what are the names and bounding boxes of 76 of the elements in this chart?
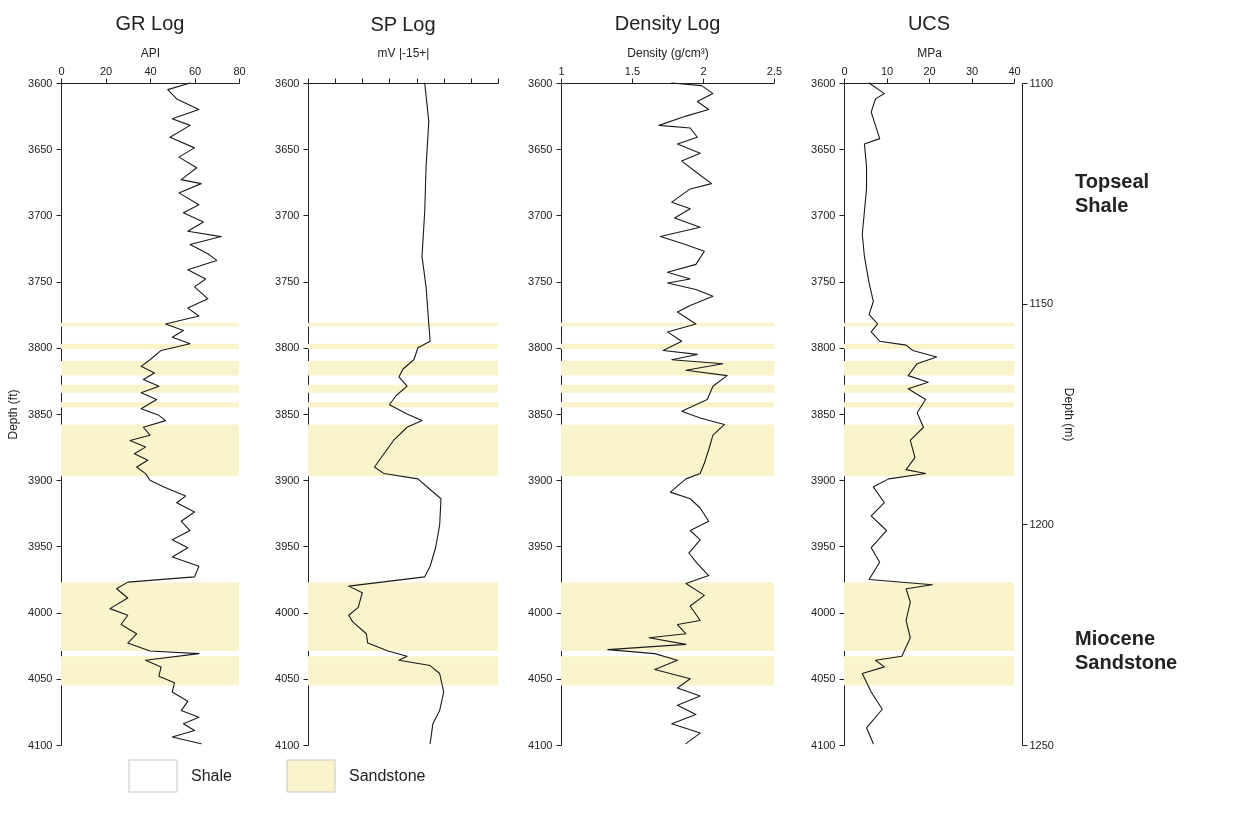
y-tick-label: 3600 bbox=[28, 76, 53, 89]
y-tick-label: 4000 bbox=[528, 606, 553, 619]
y-tick-label: 3950 bbox=[28, 539, 53, 552]
x-axis-title: Density (g/cm³) bbox=[627, 45, 709, 60]
x-axis-title: mV |-15+| bbox=[377, 46, 430, 60]
y-tick-label: 3850 bbox=[275, 407, 300, 420]
x-tick-label: 0 bbox=[841, 64, 848, 77]
y2-axis-title: Depth (m) bbox=[1061, 387, 1076, 442]
y-tick-label: 4100 bbox=[811, 738, 836, 751]
chart-title: GR Log bbox=[115, 12, 185, 34]
y-tick-label: 4100 bbox=[275, 738, 300, 751]
y-tick-label: 3950 bbox=[528, 539, 553, 552]
y-tick-label: 3900 bbox=[28, 473, 53, 486]
y-tick-label: 4000 bbox=[28, 606, 53, 619]
x-tick-label: 80 bbox=[233, 64, 246, 77]
y-tick-label: 3800 bbox=[528, 341, 553, 354]
x-tick-label: 2 bbox=[700, 64, 707, 77]
y-axis-title: Depth (ft) bbox=[6, 389, 21, 440]
y-tick-label: 4050 bbox=[275, 672, 300, 685]
y-tick-label: 3850 bbox=[28, 407, 53, 420]
y-tick-label: 3750 bbox=[28, 275, 53, 288]
x-tick-label: 2.5 bbox=[766, 64, 783, 77]
text: Miocene Sandstone bbox=[1075, 627, 1178, 674]
y-tick-label: 3750 bbox=[811, 275, 836, 288]
y-tick-label: 3600 bbox=[275, 76, 300, 89]
x-tick-label: 30 bbox=[965, 64, 979, 77]
y-tick-label: 3600 bbox=[811, 76, 836, 89]
y-tick-label: 4000 bbox=[275, 606, 300, 619]
x-tick-label: 20 bbox=[99, 64, 113, 77]
category-label: Shale bbox=[191, 767, 233, 784]
y2-tick-label: 1200 bbox=[1029, 517, 1054, 530]
chart-title: SP Log bbox=[370, 12, 436, 35]
y-tick-label: 3700 bbox=[811, 208, 836, 221]
y-tick-label: 3950 bbox=[275, 539, 300, 552]
y-tick-label: 4050 bbox=[28, 672, 53, 685]
x-tick-label: 1 bbox=[558, 64, 565, 77]
y-tick-label: 4050 bbox=[528, 672, 553, 685]
y-tick-label: 3800 bbox=[811, 341, 836, 354]
y-tick-label: 3650 bbox=[528, 142, 553, 155]
x-tick-label: 0 bbox=[58, 64, 65, 77]
y-tick-label: 3650 bbox=[28, 142, 53, 155]
y-tick-label: 3600 bbox=[528, 76, 553, 89]
y-tick-label: 3900 bbox=[275, 473, 300, 486]
y2-tick-label: 1100 bbox=[1029, 76, 1054, 89]
y-tick-label: 3750 bbox=[528, 275, 553, 288]
x-tick-label: 40 bbox=[1008, 64, 1021, 77]
y-tick-label: 3800 bbox=[28, 341, 53, 354]
y-tick-label: 3900 bbox=[811, 473, 836, 486]
x-tick-label: 10 bbox=[880, 64, 894, 77]
x-tick-label: 40 bbox=[144, 64, 157, 77]
y-tick-label: 3800 bbox=[275, 341, 300, 354]
x-tick-label: 60 bbox=[188, 64, 202, 77]
y-tick-label: 3750 bbox=[275, 275, 300, 288]
text: Topseal Shale bbox=[1075, 170, 1150, 217]
y-tick-label: 3850 bbox=[811, 407, 836, 420]
y-tick-label: 3950 bbox=[811, 539, 836, 552]
y2-tick-label: 1150 bbox=[1029, 297, 1054, 310]
y-tick-label: 3900 bbox=[528, 473, 553, 486]
y-tick-label: 3700 bbox=[528, 208, 553, 221]
category-label: Sandstone bbox=[349, 767, 426, 784]
y-tick-label: 3650 bbox=[275, 142, 300, 155]
y-tick-label: 3700 bbox=[275, 208, 300, 221]
y-tick-label: 4000 bbox=[811, 606, 836, 619]
x-axis-title: MPa bbox=[917, 45, 943, 60]
y2-tick-label: 1250 bbox=[1029, 738, 1054, 751]
x-tick-label: 20 bbox=[923, 64, 936, 77]
y-tick-label: 4100 bbox=[28, 738, 53, 751]
y-tick-label: 4050 bbox=[811, 672, 836, 685]
y-tick-label: 3850 bbox=[528, 407, 553, 420]
chart-title: UCS bbox=[907, 12, 951, 34]
y-tick-label: 4100 bbox=[528, 738, 553, 751]
y-tick-label: 3650 bbox=[811, 142, 836, 155]
x-tick-label: 1.5 bbox=[624, 64, 641, 77]
x-axis-title: API bbox=[140, 45, 161, 60]
chart-title: Density Log bbox=[614, 12, 721, 34]
y-tick-label: 3700 bbox=[28, 208, 53, 221]
